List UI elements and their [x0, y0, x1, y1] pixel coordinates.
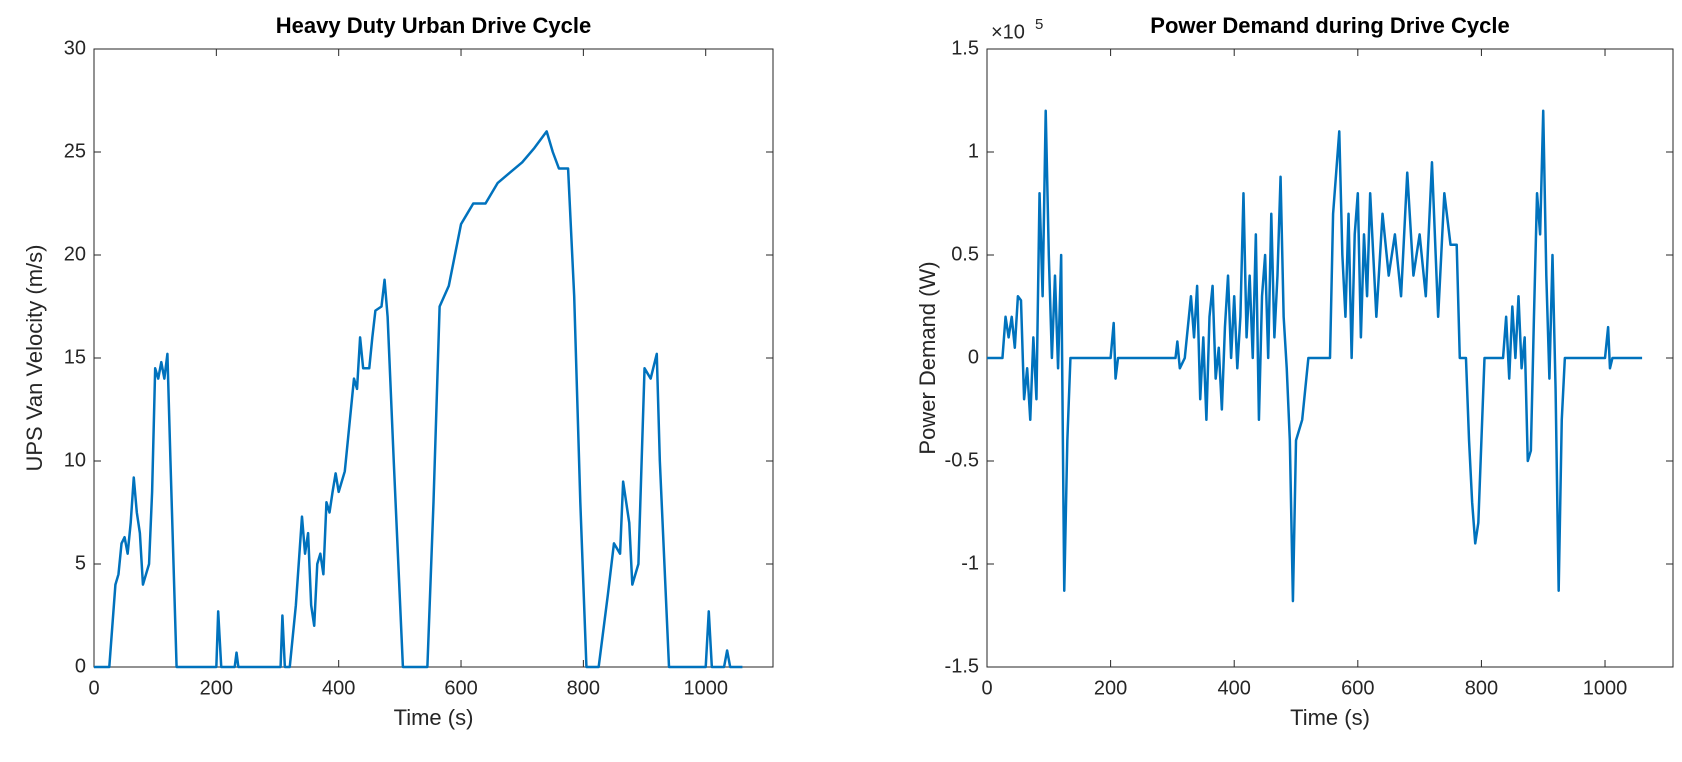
x-tick-label: 800	[567, 677, 600, 699]
y-tick-label: 10	[64, 449, 86, 471]
y-tick-label: 15	[64, 346, 86, 368]
y-tick-label: 20	[64, 243, 86, 265]
chart-title: Power Demand during Drive Cycle	[1150, 13, 1509, 38]
data-line	[987, 109, 1643, 603]
y-axis-label: UPS Van Velocity (m/s)	[22, 245, 47, 472]
y-tick-label: 1	[968, 140, 979, 162]
x-tick-label: 800	[1465, 677, 1498, 699]
x-tick-label: 1000	[1583, 677, 1628, 699]
y-multiplier: ×10	[991, 21, 1025, 43]
y-tick-label: -1.5	[945, 655, 979, 677]
data-line	[94, 130, 743, 669]
y-tick-label: -1	[961, 552, 979, 574]
x-axis-label: Time (s)	[394, 705, 474, 730]
x-tick-label: 0	[88, 677, 99, 699]
x-tick-label: 600	[444, 677, 477, 699]
x-tick-label: 200	[1094, 677, 1127, 699]
y-tick-label: 0	[75, 655, 86, 677]
x-tick-label: 400	[322, 677, 355, 699]
x-tick-label: 200	[200, 677, 233, 699]
x-axis-label: Time (s)	[1290, 705, 1370, 730]
x-tick-label: 1000	[683, 677, 728, 699]
y-tick-label: 5	[75, 552, 86, 574]
x-tick-label: 400	[1218, 677, 1251, 699]
y-tick-label: 0.5	[951, 243, 979, 265]
y-tick-label: 0	[968, 346, 979, 368]
axes-box	[93, 48, 774, 668]
x-tick-label: 0	[981, 677, 992, 699]
y-tick-label: 25	[64, 140, 86, 162]
y-tick-label: 30	[64, 37, 86, 59]
x-tick-label: 600	[1341, 677, 1374, 699]
y-tick-label: 1.5	[951, 37, 979, 59]
chart-title: Heavy Duty Urban Drive Cycle	[276, 13, 591, 38]
y-axis-label: Power Demand (W)	[915, 261, 940, 454]
y-multiplier-exponent: 5	[1035, 16, 1043, 33]
y-tick-label: -0.5	[945, 449, 979, 471]
